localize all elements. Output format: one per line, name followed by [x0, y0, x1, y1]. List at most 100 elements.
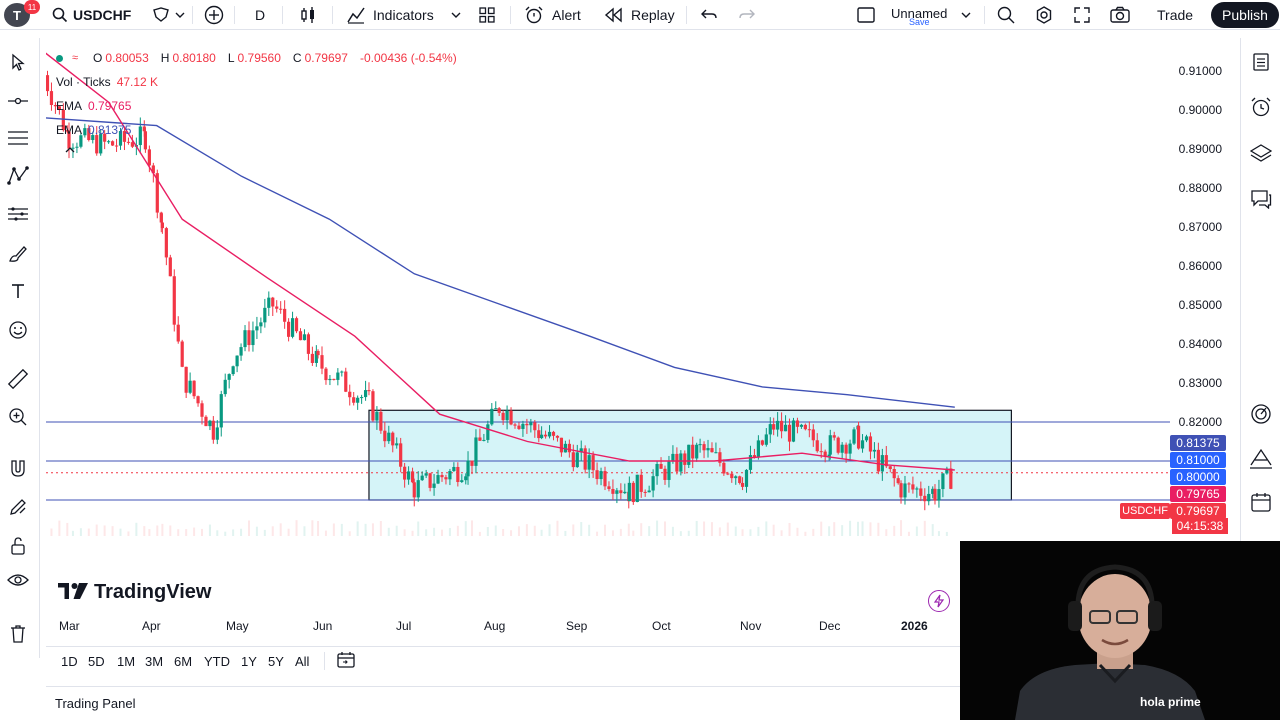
- calendar-icon[interactable]: [1249, 490, 1273, 514]
- layout-dropdown[interactable]: [960, 4, 972, 26]
- goto-date-button[interactable]: [336, 651, 356, 674]
- forecasting-icon[interactable]: [6, 202, 30, 226]
- stay-in-drawing-mode-icon[interactable]: [6, 495, 30, 519]
- candle-body: [130, 142, 134, 147]
- candle-body: [903, 483, 907, 498]
- undo-button[interactable]: [700, 4, 718, 26]
- chevron-down-icon: [961, 12, 971, 18]
- range-5d-button[interactable]: 5D: [88, 654, 105, 669]
- trend-line-icon[interactable]: [6, 89, 30, 113]
- cursor-icon[interactable]: [6, 50, 30, 74]
- range-3m-button[interactable]: 3M: [145, 654, 164, 669]
- range-all-button[interactable]: All: [295, 654, 310, 669]
- volume-row[interactable]: Vol · Ticks 47.12 K: [56, 70, 460, 94]
- watchlist-icon[interactable]: [1249, 50, 1273, 74]
- range-6m-button[interactable]: 6M: [174, 654, 193, 669]
- pattern-icon[interactable]: [6, 164, 30, 188]
- zoom-in-icon[interactable]: [6, 405, 30, 429]
- divider: [984, 6, 985, 24]
- time-axis[interactable]: Mar Apr May Jun Jul Aug Sep Oct Nov Dec …: [46, 614, 960, 638]
- trash-icon[interactable]: [6, 622, 30, 646]
- replay-button[interactable]: Replay: [604, 4, 675, 26]
- price-axis[interactable]: 0.91000 0.90000 0.89000 0.88000 0.87000 …: [1170, 38, 1240, 543]
- candle-body: [559, 437, 564, 453]
- lock-icon[interactable]: [6, 534, 30, 558]
- price-tick: 0.89000: [1178, 142, 1222, 156]
- volume-bar: [79, 528, 82, 536]
- chart-type-button[interactable]: [298, 4, 318, 26]
- fib-retracement-icon[interactable]: [6, 126, 30, 150]
- volume-bar: [470, 520, 473, 536]
- volume-bar: [841, 525, 844, 536]
- templates-button[interactable]: [478, 4, 496, 26]
- layout-name-label: Unnamed: [891, 5, 948, 21]
- candle-body: [251, 330, 255, 346]
- magnet-icon[interactable]: [6, 457, 30, 481]
- flash-icon[interactable]: [928, 590, 950, 612]
- candle-body: [211, 420, 215, 440]
- candle-body: [772, 424, 776, 430]
- candle-body: [344, 371, 348, 392]
- trade-button[interactable]: Trade: [1157, 4, 1193, 26]
- ema-slow-line: [46, 117, 955, 408]
- add-symbol-button[interactable]: [204, 4, 224, 26]
- symbol-price-tag: USDCHF: [1120, 503, 1170, 519]
- chart-pane[interactable]: [46, 38, 1170, 538]
- ruler-icon[interactable]: [6, 367, 30, 391]
- candle-body: [328, 378, 332, 381]
- layout-toggle[interactable]: [856, 4, 876, 26]
- ideas-icon[interactable]: [1249, 446, 1273, 470]
- volume-bar: [324, 530, 327, 536]
- compare-symbol-button[interactable]: [152, 4, 186, 26]
- ema-slow-value: 0.81375: [88, 123, 132, 137]
- symbol-search[interactable]: USDCHF: [52, 4, 131, 26]
- snapshot-button[interactable]: [1109, 4, 1131, 26]
- time-tick: Oct: [652, 619, 671, 633]
- price-tick: 0.83000: [1178, 376, 1222, 390]
- range-1d-button[interactable]: 1D: [61, 654, 78, 669]
- time-tick: Sep: [566, 619, 588, 633]
- text-icon[interactable]: [6, 279, 30, 303]
- fullscreen-button[interactable]: [1072, 4, 1092, 26]
- chat-icon[interactable]: [1249, 187, 1273, 211]
- range-1y-button[interactable]: 1Y: [241, 654, 257, 669]
- candle-body: [783, 424, 788, 432]
- volume-bar: [869, 522, 872, 536]
- emoji-icon[interactable]: [6, 318, 30, 342]
- brush-icon[interactable]: [6, 242, 30, 266]
- range-5y-button[interactable]: 5Y: [268, 654, 284, 669]
- publish-button[interactable]: Publish: [1211, 2, 1279, 28]
- target-icon[interactable]: [1249, 402, 1273, 426]
- candle-body: [306, 334, 311, 354]
- volume-bar: [741, 529, 744, 536]
- ema-slow-row[interactable]: EMA 0.81375: [56, 118, 460, 142]
- indicators-button[interactable]: Indicators: [346, 4, 434, 26]
- layers-icon[interactable]: [1249, 141, 1273, 165]
- layout-name[interactable]: Unnamed: [891, 2, 947, 24]
- volume-bar: [448, 528, 451, 536]
- candle-body: [815, 440, 819, 452]
- settings-button[interactable]: [1034, 4, 1054, 26]
- legend-collapse-button[interactable]: [56, 142, 460, 158]
- alert-button[interactable]: Alert: [524, 4, 581, 26]
- volume-bar: [703, 521, 706, 536]
- range-1m-button[interactable]: 1M: [117, 654, 136, 669]
- candle-body: [275, 306, 279, 309]
- quick-search-button[interactable]: [996, 4, 1016, 26]
- indicators-dropdown[interactable]: [450, 4, 462, 26]
- range-ytd-button[interactable]: YTD: [204, 654, 230, 669]
- candle-body: [67, 131, 71, 149]
- ema-fast-label: EMA: [56, 99, 83, 113]
- alerts-clock-icon[interactable]: [1249, 95, 1273, 119]
- candle-body: [533, 422, 537, 431]
- drawing-toolbar: [0, 38, 40, 658]
- candle-body: [583, 448, 587, 470]
- eye-icon[interactable]: [6, 568, 30, 592]
- redo-button[interactable]: [738, 4, 756, 26]
- ema-fast-row[interactable]: EMA 0.79765: [56, 94, 460, 118]
- price-chart[interactable]: [46, 38, 1170, 538]
- volume-bar: [111, 526, 114, 536]
- interval-button[interactable]: D: [255, 4, 265, 26]
- candle-body: [695, 444, 699, 459]
- trading-panel-tab[interactable]: Trading Panel: [46, 686, 960, 720]
